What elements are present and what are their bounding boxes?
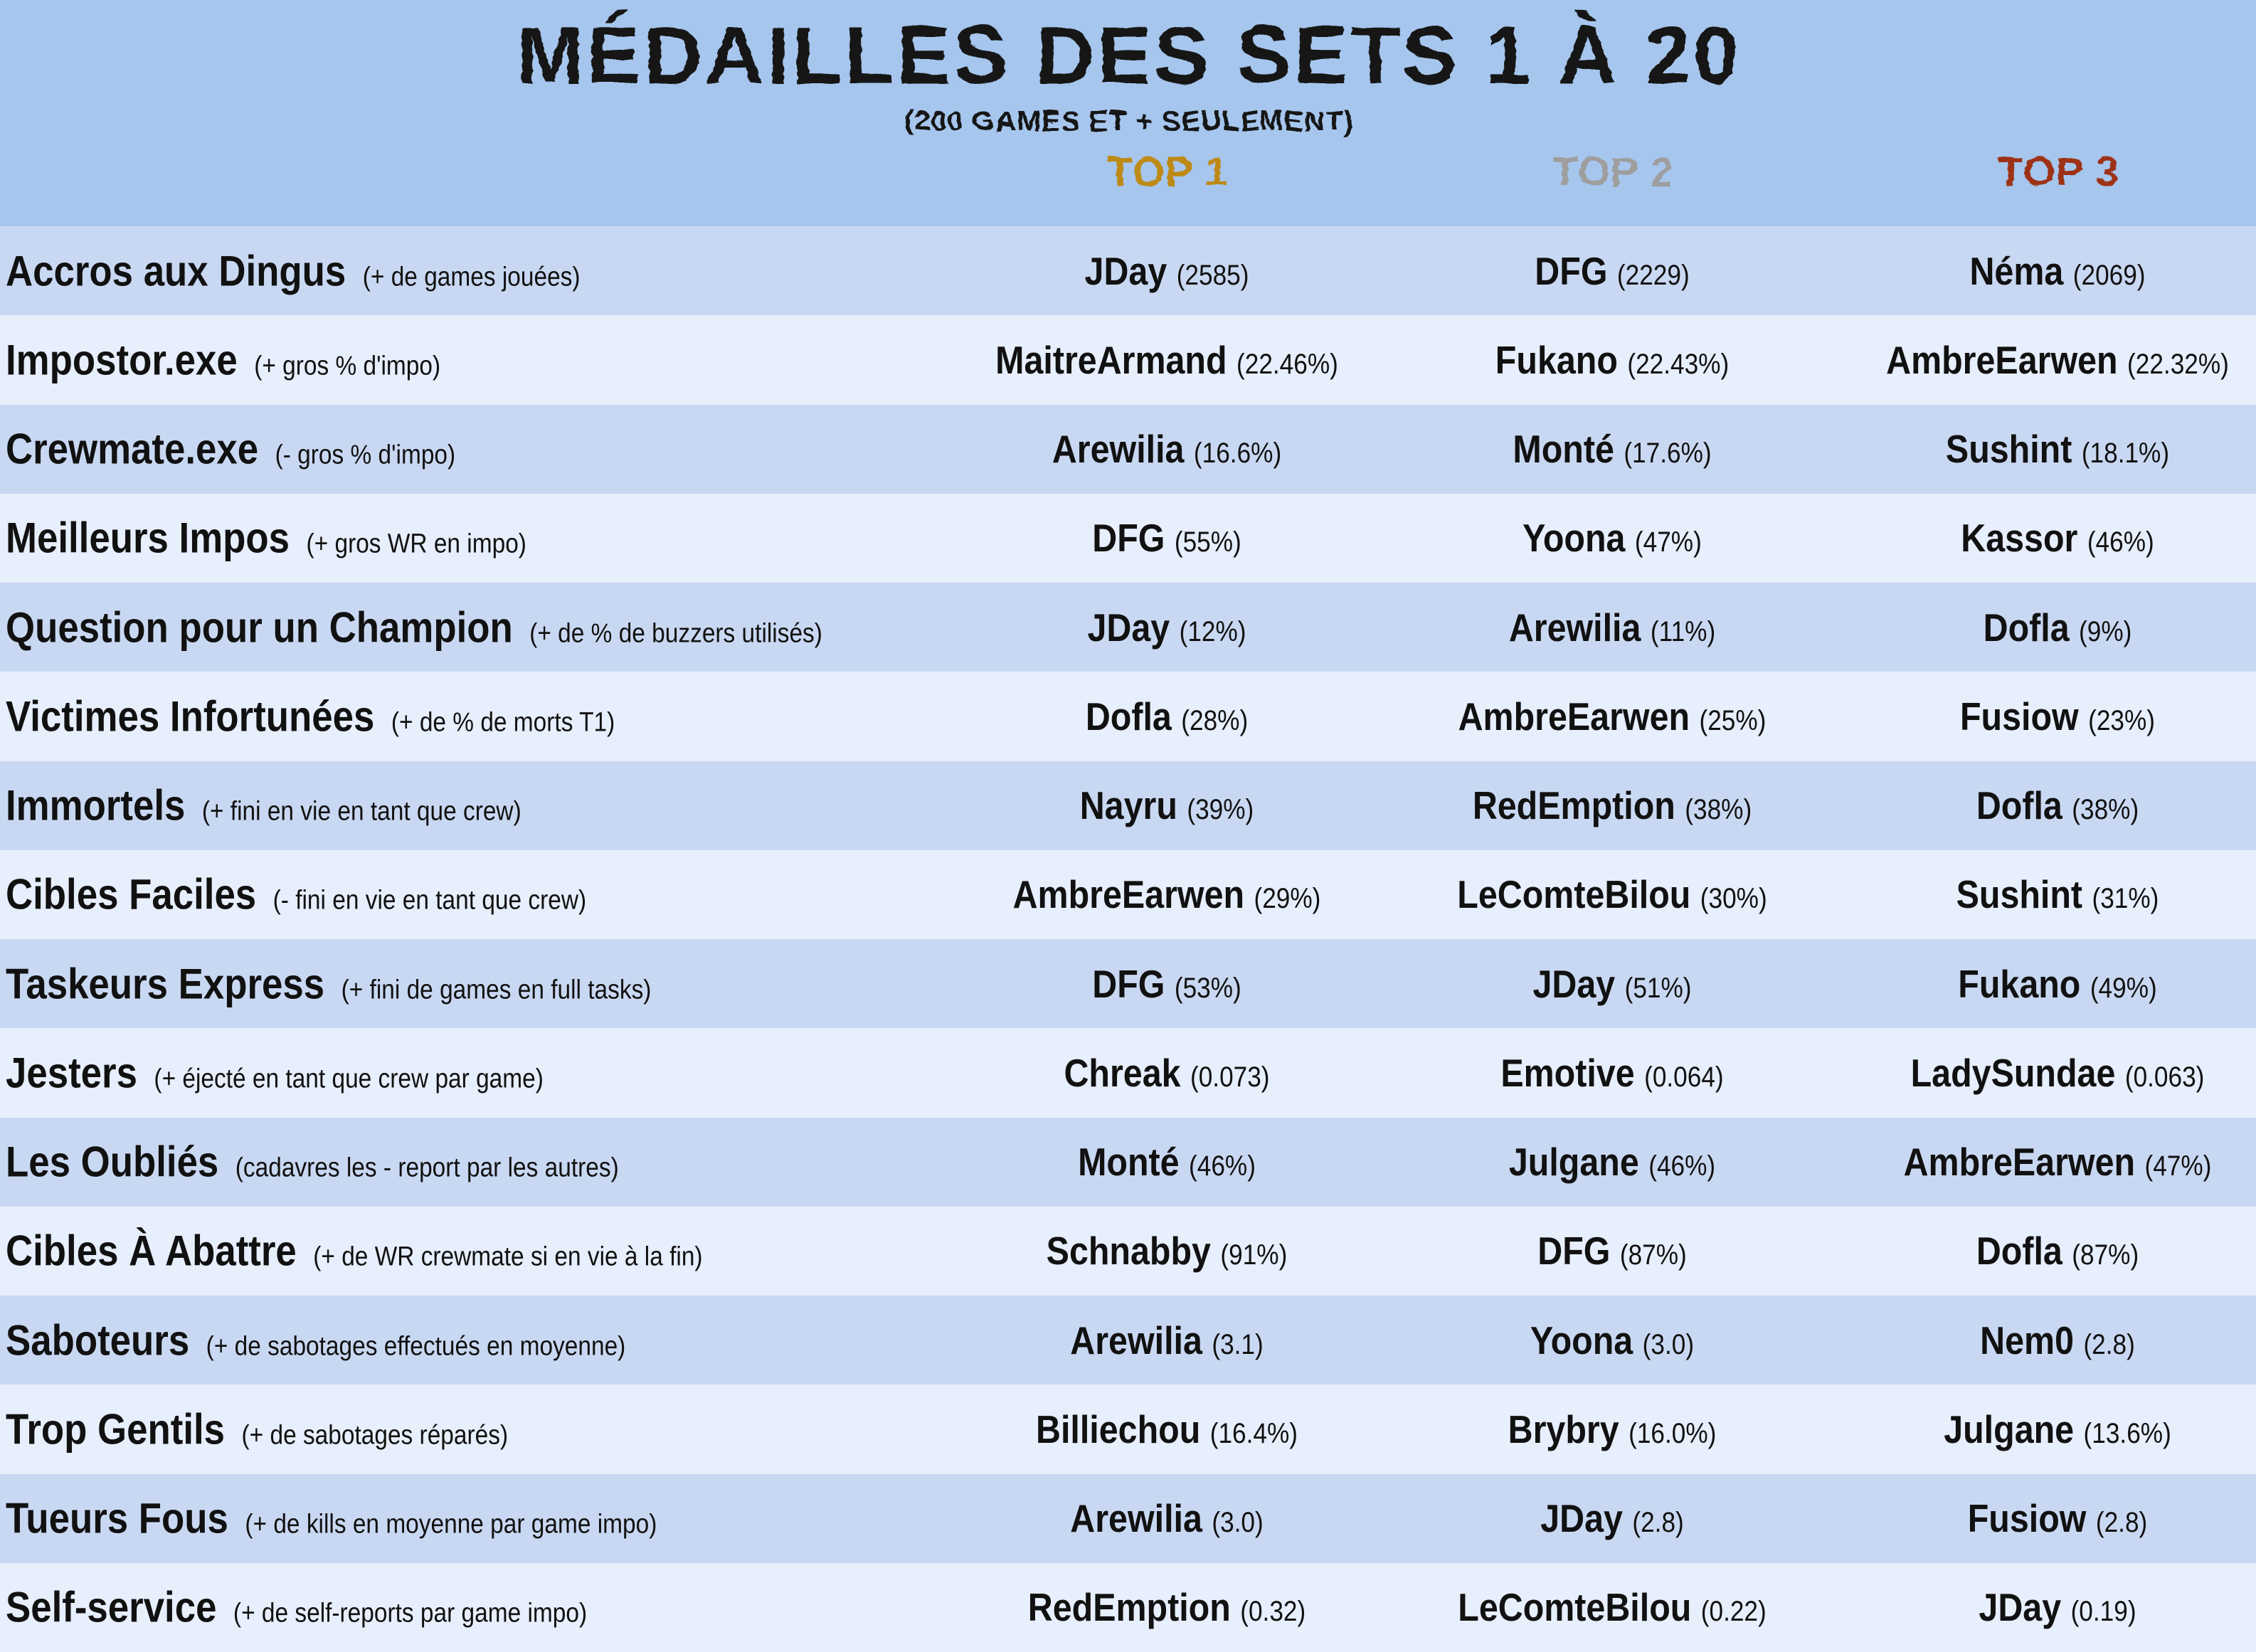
svg-text:MÉDAILLES DES SETS 1 À 20: MÉDAILLES DES SETS 1 À 20 (515, 9, 1740, 100)
svg-text:TOP 2: TOP 2 (1552, 148, 1673, 194)
svg-text:TOP 1: TOP 1 (1106, 148, 1228, 194)
svg-text:TOP 3: TOP 3 (1997, 148, 2119, 194)
svg-text:(200 GAMES ET + SEULEMENT): (200 GAMES ET + SEULEMENT) (903, 105, 1352, 136)
